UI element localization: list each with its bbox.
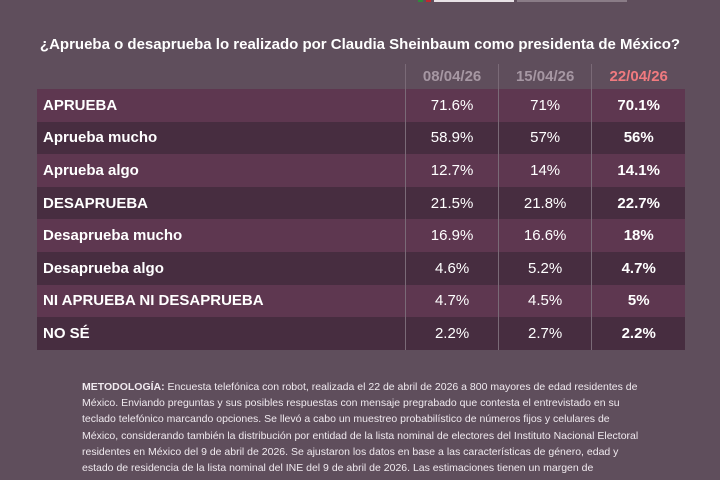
row-value: 21.8% (497, 186, 592, 220)
row-value: 71.6% (405, 89, 498, 122)
row-label: DESAPRUEBA (43, 194, 149, 212)
row-value: 2.2% (405, 317, 498, 350)
row-value: 14.1% (591, 154, 685, 187)
row-label: Aprueba algo (43, 161, 139, 179)
table-header: 08/04/26 15/04/26 22/04/26 (37, 64, 685, 89)
row-label: NO SÉ (43, 324, 90, 342)
methodology-note: METODOLOGÍA: Encuesta telefónica con rob… (82, 379, 642, 476)
page-title: ¿Aprueba o desaprueba lo realizado por C… (39, 36, 681, 53)
brand-logo (418, 0, 627, 4)
table-row: NI APRUEBA NI DESAPRUEBA 4.7% 4.5% 5% (37, 284, 685, 318)
row-value: 14% (497, 154, 592, 187)
row-value: 2.2% (591, 317, 685, 350)
row-value: 4.6% (405, 251, 498, 285)
row-value: 5% (591, 284, 685, 318)
table-row: Aprueba algo 12.7% 14% 14.1% (37, 154, 685, 187)
row-label: Desaprueba algo (43, 259, 164, 277)
row-value: 58.9% (405, 121, 498, 155)
methodology-label: METODOLOGÍA: (82, 381, 165, 393)
table-row: Aprueba mucho 58.9% 57% 56% (37, 121, 685, 155)
methodology-text: Encuesta telefónica con robot, realizada… (82, 381, 639, 475)
table-row: NO SÉ 2.2% 2.7% 2.2% (37, 317, 685, 350)
row-value: 71% (497, 89, 592, 122)
column-header: 15/04/26 (497, 64, 592, 89)
row-label: NI APRUEBA NI DESAPRUEBA (43, 292, 264, 310)
row-value: 4.7% (591, 251, 685, 285)
row-value: 18% (591, 219, 685, 252)
row-value: 22.7% (591, 186, 685, 220)
row-label: APRUEBA (43, 96, 118, 114)
table-row: DESAPRUEBA 21.5% 21.8% 22.7% (37, 186, 685, 220)
row-value: 21.5% (405, 186, 498, 220)
row-value: 57% (497, 121, 592, 155)
table-row: Desaprueba mucho 16.9% 16.6% 18% (37, 219, 685, 252)
row-label: Aprueba mucho (43, 129, 158, 147)
row-value: 16.6% (497, 219, 592, 252)
row-value: 70.1% (591, 89, 685, 122)
column-header-latest: 22/04/26 (591, 64, 685, 89)
table-row: Desaprueba algo 4.6% 5.2% 4.7% (37, 251, 685, 285)
table-row: APRUEBA 71.6% 71% 70.1% (37, 89, 685, 122)
row-value: 12.7% (405, 154, 498, 187)
row-label: Desaprueba mucho (43, 227, 183, 245)
results-table: 08/04/26 15/04/26 22/04/26 APRUEBA 71.6% 7… (37, 64, 685, 350)
row-value: 4.5% (497, 284, 592, 318)
column-header: 08/04/26 (405, 64, 498, 89)
row-value: 56% (591, 121, 685, 155)
row-value: 5.2% (497, 251, 592, 285)
row-value: 16.9% (405, 219, 498, 252)
row-value: 2.7% (497, 317, 592, 350)
row-value: 4.7% (405, 284, 498, 318)
